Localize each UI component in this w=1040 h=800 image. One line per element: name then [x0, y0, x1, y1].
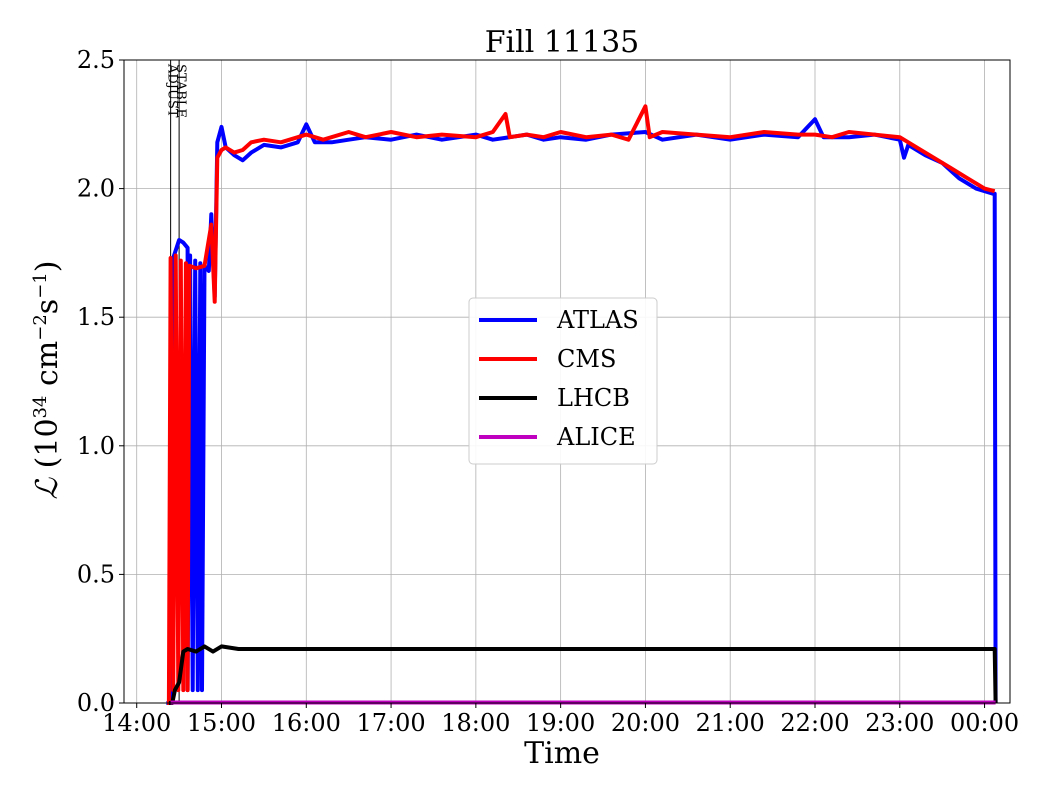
legend-label-lhcb: LHCB	[557, 384, 630, 412]
marker-label-stable: STABLE	[173, 64, 188, 118]
x-tick-label: 14:00	[102, 709, 171, 737]
legend-box	[468, 297, 658, 465]
legend-label-alice: ALICE	[556, 423, 636, 451]
x-tick-label: 20:00	[611, 709, 680, 737]
y-tick-label: 2.0	[77, 175, 115, 203]
x-tick-label: 18:00	[441, 709, 510, 737]
x-tick-label: 21:00	[696, 709, 765, 737]
x-tick-label: 15:00	[187, 709, 256, 737]
plot-frame	[123, 59, 1011, 704]
x-tick-label: 23:00	[865, 709, 934, 737]
axes: 14:00 15:00 16:00 17:00 18:00 19:00 20:00 21:00…	[77, 46, 1019, 737]
x-axis-label: Time	[524, 736, 600, 771]
x-tick-label: 22:00	[780, 709, 849, 737]
legend-label-atlas: ATLAS	[556, 306, 639, 334]
y-tick-label: 0.0	[77, 689, 115, 717]
y-tick-label: 1.0	[77, 432, 115, 460]
x-tick-label: 16:00	[272, 709, 341, 737]
marker-label-adjust: ADJUST	[165, 63, 180, 118]
legend: ATLAS CMS LHCB ALICE	[468, 297, 658, 465]
series-line-cms	[166, 104, 996, 705]
y-tick-label: 2.5	[77, 46, 115, 74]
x-tick-label: 19:00	[526, 709, 595, 737]
chart-title: Fill 11135	[485, 25, 640, 60]
legend-label-cms: CMS	[557, 345, 616, 373]
series-line-lhcb	[168, 644, 998, 705]
x-tick-label: 00:00	[950, 709, 1019, 737]
x-tick-label: 17:00	[356, 709, 425, 737]
y-tick-label: 0.5	[77, 560, 115, 588]
y-tick-label: 1.5	[77, 303, 115, 331]
y-axis-label: ℒ (1034 cm−2s−1)	[30, 261, 65, 500]
